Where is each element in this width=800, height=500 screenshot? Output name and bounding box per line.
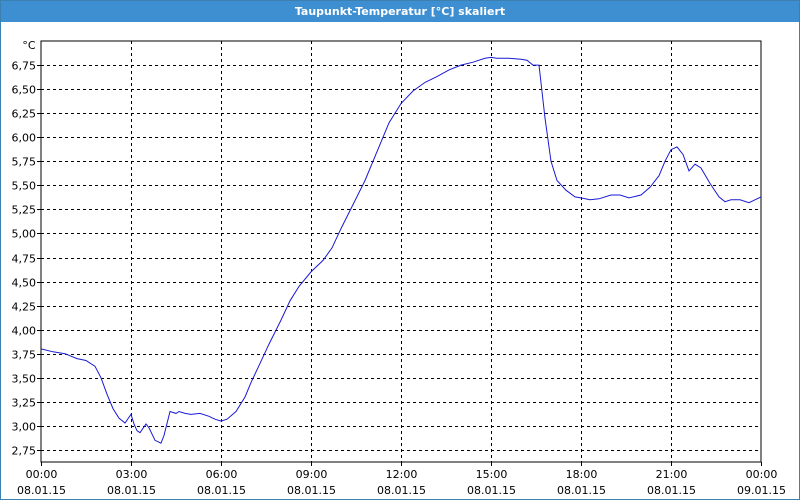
- x-tick-time-label: 00:00: [746, 468, 778, 481]
- y-tick-label: 6,25: [12, 108, 37, 121]
- x-axis: 00:00 08.01.15 03:00 08.01.15 06:00 08.01.15 0…: [17, 462, 786, 497]
- y-tick-label: 2,75: [12, 445, 37, 458]
- x-tick-time-label: 00:00: [26, 468, 58, 481]
- y-tick-label: 6,75: [12, 60, 37, 73]
- x-tick-date-label: 08.01.15: [467, 484, 516, 497]
- series-line: [40, 56, 762, 444]
- x-tick-time-label: 09:00: [296, 468, 328, 481]
- x-tick-date-label: 08.01.15: [647, 484, 696, 497]
- grid-lines: [41, 41, 761, 462]
- x-tick-date-label: 09.01.15: [737, 484, 786, 497]
- y-tick-label: 5,25: [12, 204, 37, 217]
- y-tick-label: 6,50: [12, 84, 37, 97]
- y-axis: 2,75 3,00 3,25 3,50 3,75 4,00 4,25 4,50 4,75 5,00…: [12, 60, 41, 458]
- y-tick-label: 4,50: [12, 277, 37, 290]
- y-tick-label: 5,00: [12, 228, 37, 241]
- y-tick-label: 3,75: [12, 349, 37, 362]
- x-tick-date-label: 08.01.15: [287, 484, 336, 497]
- x-tick-time-label: 15:00: [476, 468, 508, 481]
- y-tick-label: 5,75: [12, 156, 37, 169]
- y-tick-label: 3,00: [12, 421, 37, 434]
- x-tick-time-label: 06:00: [206, 468, 238, 481]
- y-tick-label: 3,50: [12, 373, 37, 386]
- x-tick-time-label: 03:00: [116, 468, 148, 481]
- x-tick-time-label: 18:00: [566, 468, 598, 481]
- title-bar: Taupunkt-Temperatur [°C] skaliert: [1, 1, 799, 22]
- x-tick-date-label: 08.01.15: [17, 484, 66, 497]
- x-tick-date-label: 08.01.15: [197, 484, 246, 497]
- y-tick-label: 4,25: [12, 301, 37, 314]
- y-tick-label: 4,75: [12, 253, 37, 266]
- x-tick-date-label: 08.01.15: [107, 484, 156, 497]
- line-chart: 2,75 3,00 3,25 3,50 3,75 4,00 4,25 4,50 4,75 5,00…: [12, 39, 786, 497]
- window-title: Taupunkt-Temperatur [°C] skaliert: [294, 5, 506, 18]
- y-tick-label: 3,25: [12, 397, 37, 410]
- y-unit-label: °C: [22, 39, 36, 52]
- x-tick-date-label: 08.01.15: [377, 484, 426, 497]
- x-tick-time-label: 12:00: [386, 468, 418, 481]
- x-tick-time-label: 21:00: [656, 468, 688, 481]
- y-tick-label: 4,00: [12, 325, 37, 338]
- y-tick-label: 5,50: [12, 180, 37, 193]
- y-tick-label: 6,00: [12, 132, 37, 145]
- x-tick-date-label: 08.01.15: [557, 484, 606, 497]
